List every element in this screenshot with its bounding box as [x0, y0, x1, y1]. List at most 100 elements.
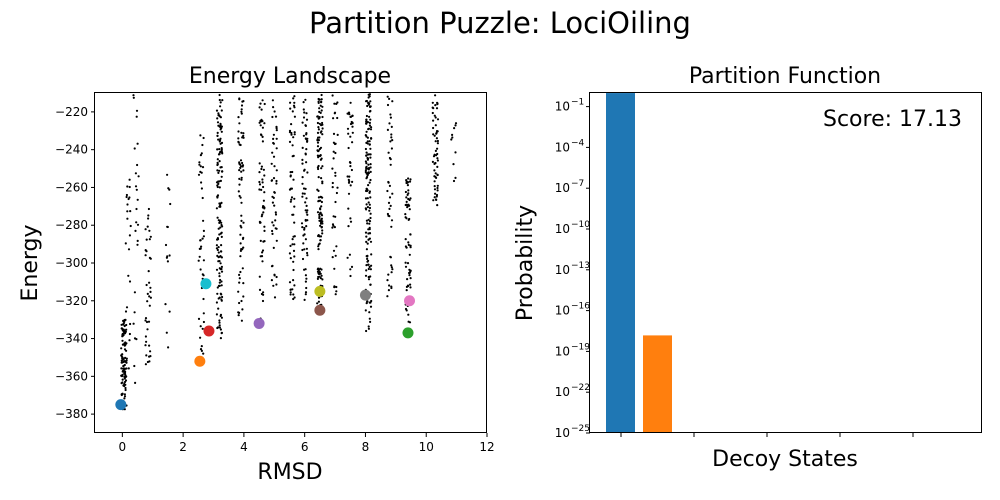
energy-point: [365, 154, 368, 157]
energy-point: [432, 119, 435, 122]
energy-point: [215, 313, 218, 316]
energy-point: [136, 243, 139, 246]
energy-point: [262, 185, 265, 189]
energy-point: [335, 290, 338, 293]
energy-point: [293, 101, 296, 104]
energy-point: [349, 184, 352, 187]
energy-point: [240, 110, 243, 113]
energy-point: [386, 103, 390, 107]
energy-point: [334, 174, 337, 177]
energy-point: [368, 222, 371, 225]
energy-point: [123, 384, 126, 388]
energy-point: [409, 277, 412, 280]
energy-point: [273, 204, 276, 207]
energy-point: [147, 320, 151, 323]
energy-point: [365, 219, 368, 222]
energy-point: [129, 322, 132, 326]
energy-point: [454, 122, 458, 125]
energy-point: [368, 115, 371, 118]
energy-point: [367, 263, 370, 266]
energy-point: [293, 243, 296, 246]
energy-point: [241, 308, 244, 311]
energy-point: [366, 260, 369, 263]
energy-point: [431, 111, 434, 115]
probability-tick-exponent: −4: [571, 138, 585, 148]
energy-point: [408, 217, 411, 221]
energy-point: [454, 176, 457, 179]
energy-point: [123, 329, 126, 332]
energy-point: [365, 189, 369, 192]
energy-point: [129, 224, 132, 228]
energy-point: [274, 219, 277, 222]
energy-point: [316, 121, 319, 125]
energy-point: [147, 207, 150, 211]
energy-point: [128, 178, 131, 181]
energy-point: [125, 367, 128, 370]
energy-point: [125, 323, 128, 327]
energy-point: [303, 192, 306, 195]
energy-point: [331, 167, 334, 170]
energy-point: [217, 138, 220, 141]
energy-point: [124, 379, 128, 382]
energy-point: [409, 283, 412, 286]
energy-point: [369, 216, 372, 220]
energy-point: [145, 238, 148, 241]
energy-point: [144, 319, 147, 322]
energy-point: [121, 343, 124, 346]
probability-tick-label: 10: [555, 263, 570, 277]
energy-point: [388, 207, 391, 210]
energy-point: [293, 115, 296, 118]
energy-point: [237, 190, 240, 193]
energy-point: [389, 116, 392, 119]
energy-point: [434, 175, 437, 178]
energy-point: [433, 180, 436, 183]
energy-point: [370, 253, 373, 256]
rmsd-tick-label: 2: [179, 440, 187, 454]
energy-point: [165, 331, 168, 334]
energy-point: [365, 130, 368, 133]
energy-point: [317, 176, 320, 179]
energy-point: [202, 352, 205, 355]
energy-point: [366, 172, 369, 175]
energy-point: [405, 200, 408, 203]
energy-point: [293, 221, 296, 224]
energy-point: [241, 164, 245, 167]
energy-point: [290, 198, 293, 201]
energy-point: [216, 238, 219, 241]
energy-point: [318, 147, 321, 151]
energy-point: [242, 132, 245, 135]
energy-point: [136, 223, 140, 226]
energy-point: [436, 142, 439, 145]
probability-tick-label: 10: [555, 140, 570, 154]
energy-point: [220, 270, 224, 273]
energy-point: [320, 205, 323, 208]
energy-point: [258, 162, 261, 165]
energy-point: [404, 190, 407, 194]
energy-point: [219, 128, 222, 131]
energy-point: [303, 168, 306, 171]
energy-point: [218, 160, 221, 163]
energy-point: [216, 169, 219, 172]
energy-point: [351, 180, 354, 183]
energy-point: [386, 128, 389, 131]
energy-point: [305, 118, 309, 121]
energy-point: [366, 222, 369, 225]
energy-point: [219, 314, 222, 318]
energy-point: [317, 128, 320, 131]
energy-point: [242, 221, 245, 224]
energy-point: [121, 381, 124, 384]
highlighted-decoy-point: [314, 304, 326, 316]
energy-point: [450, 138, 453, 141]
energy-point: [335, 285, 338, 289]
energy-point: [134, 381, 137, 384]
energy-point: [316, 141, 320, 144]
energy-point: [303, 111, 306, 114]
energy-point: [317, 196, 320, 199]
energy-point: [263, 102, 266, 106]
energy-point: [434, 192, 437, 195]
energy-point: [237, 137, 240, 140]
energy-point: [200, 349, 203, 352]
energy-point: [407, 192, 410, 195]
energy-point: [166, 173, 169, 176]
energy-point: [293, 284, 296, 287]
